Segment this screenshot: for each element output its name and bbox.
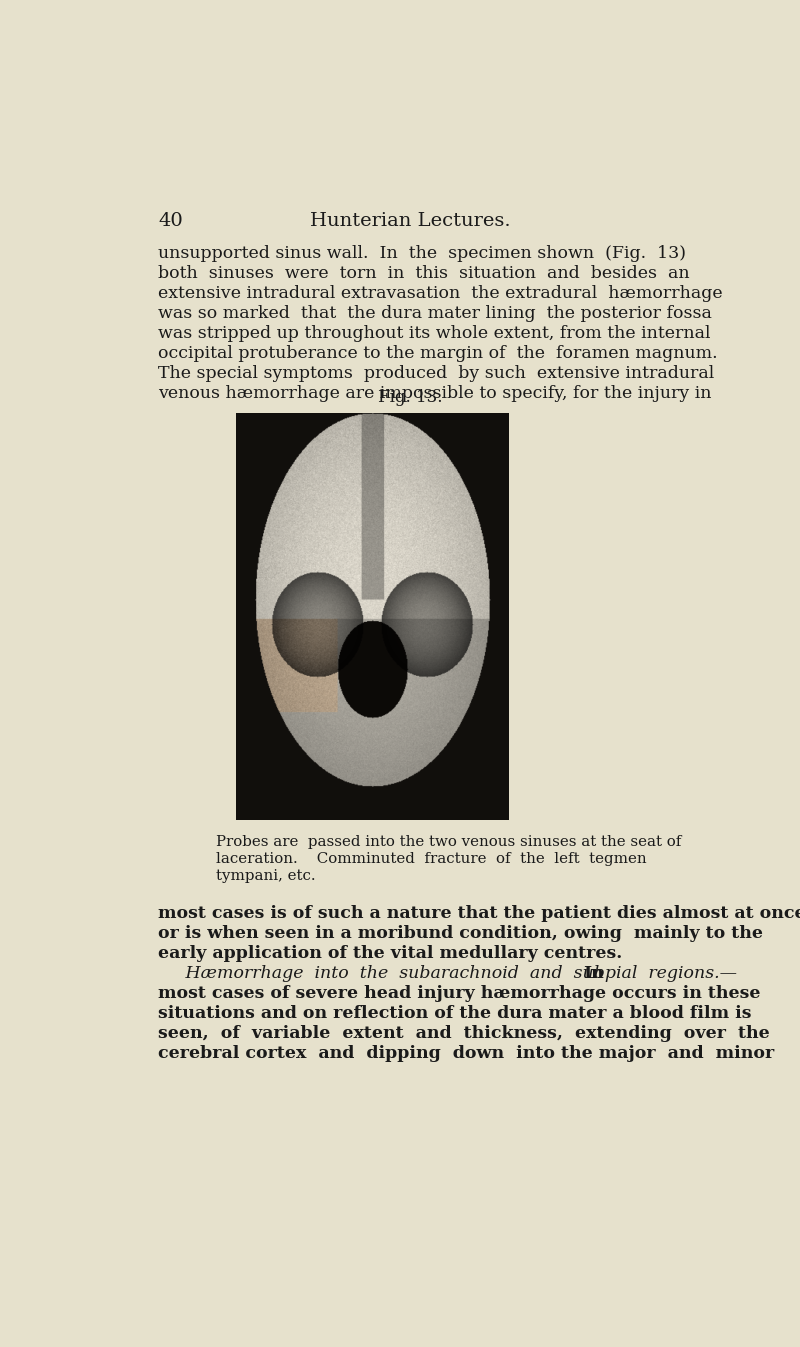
Text: Fig. 13.: Fig. 13. bbox=[378, 389, 442, 405]
Text: tympani, etc.: tympani, etc. bbox=[216, 869, 316, 884]
Text: Hæmorrhage  into  the  subarachnoid  and  subpial  regions.—: Hæmorrhage into the subarachnoid and sub… bbox=[158, 964, 737, 982]
Text: Hunterian Lectures.: Hunterian Lectures. bbox=[310, 211, 510, 230]
Text: situations and on reflection of the dura mater a blood film is: situations and on reflection of the dura… bbox=[158, 1005, 752, 1022]
Text: occipital protuberance to the margin of  the  foramen magnum.: occipital protuberance to the margin of … bbox=[158, 345, 718, 362]
Text: venous hæmorrhage are impossible to specify, for the injury in: venous hæmorrhage are impossible to spec… bbox=[158, 385, 712, 401]
Text: laceration.    Comminuted  fracture  of  the  left  tegmen: laceration. Comminuted fracture of the l… bbox=[216, 853, 647, 866]
Text: most cases is of such a nature that the patient dies almost at once: most cases is of such a nature that the … bbox=[158, 905, 800, 921]
Text: In: In bbox=[583, 964, 603, 982]
Text: unsupported sinus wall.  In  the  specimen shown  (Fig.  13): unsupported sinus wall. In the specimen … bbox=[158, 245, 686, 261]
Text: extensive intradural extravasation  the extradural  hæmorrhage: extensive intradural extravasation the e… bbox=[158, 284, 722, 302]
Text: Probes are  passed into the two venous sinuses at the seat of: Probes are passed into the two venous si… bbox=[216, 835, 682, 850]
Text: most cases of severe head injury hæmorrhage occurs in these: most cases of severe head injury hæmorrh… bbox=[158, 985, 761, 1002]
Text: was so marked  that  the dura mater lining  the posterior fossa: was so marked that the dura mater lining… bbox=[158, 304, 712, 322]
Text: or is when seen in a moribund condition, owing  mainly to the: or is when seen in a moribund condition,… bbox=[158, 924, 763, 942]
Text: was stripped up throughout its whole extent, from the internal: was stripped up throughout its whole ext… bbox=[158, 325, 710, 342]
Text: cerebral cortex  and  dipping  down  into the major  and  minor: cerebral cortex and dipping down into th… bbox=[158, 1045, 774, 1061]
Text: early application of the vital medullary centres.: early application of the vital medullary… bbox=[158, 944, 622, 962]
Text: both  sinuses  were  torn  in  this  situation  and  besides  an: both sinuses were torn in this situation… bbox=[158, 265, 690, 282]
Text: 40: 40 bbox=[158, 211, 183, 230]
Text: The special symptoms  produced  by such  extensive intradural: The special symptoms produced by such ex… bbox=[158, 365, 714, 383]
Text: seen,  of  variable  extent  and  thickness,  extending  over  the: seen, of variable extent and thickness, … bbox=[158, 1025, 770, 1041]
